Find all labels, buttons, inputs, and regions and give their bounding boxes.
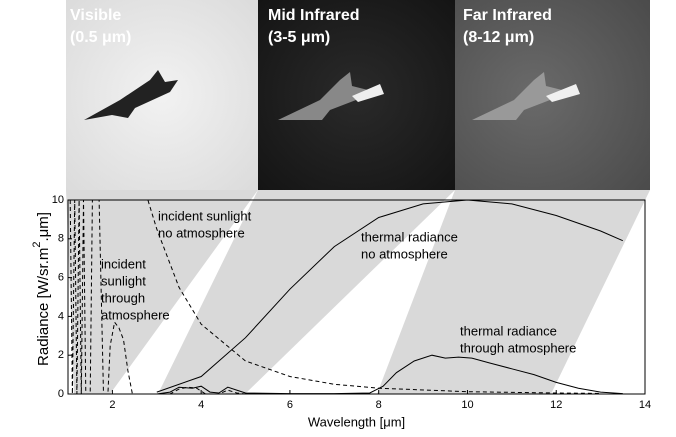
x-tick-label: 12 — [550, 399, 562, 411]
annotation: thermal radiance — [361, 229, 458, 244]
annotation: incident — [101, 256, 146, 271]
band-shading — [66, 190, 650, 394]
figure: Visible (0.5 μm) Mid Infrared (3-5 μm) Far I… — [0, 0, 676, 437]
y-tick-label: 2 — [58, 349, 64, 361]
y-label-text: .μm] — [35, 212, 52, 241]
panel-label: (8-12 μm) — [463, 29, 534, 46]
annotation: thermal radiance — [460, 323, 557, 338]
panel-label: (3-5 μm) — [268, 29, 330, 46]
panel-label: (0.5 μm) — [70, 29, 131, 46]
annotation: through atmosphere — [460, 340, 576, 355]
y-tick-label: 4 — [58, 310, 64, 322]
image-panels — [66, 0, 650, 190]
annotation: no atmosphere — [361, 246, 448, 261]
x-axis-label: Wavelength [μm] — [308, 414, 405, 429]
y-tick-label: 8 — [58, 233, 64, 245]
y-tick-label: 0 — [58, 388, 64, 400]
y-tick-label: 10 — [52, 194, 64, 206]
panel-label: Mid Infrared — [268, 7, 360, 24]
annotation: through — [101, 290, 145, 305]
page: {"chart_data": {"type": "line", "panels"… — [0, 0, 676, 437]
y-label-text: Radiance [W/sr.m — [35, 248, 52, 366]
panel-label: Visible — [70, 7, 121, 24]
x-tick-label: 2 — [109, 399, 115, 411]
x-tick-label: 10 — [461, 399, 473, 411]
annotation: no atmosphere — [158, 225, 245, 240]
annotation: sunlight — [101, 273, 146, 288]
annotation: incident sunlight — [158, 208, 252, 223]
x-tick-label: 14 — [639, 399, 651, 411]
x-tick-label: 6 — [287, 399, 293, 411]
y-axis-label: Radiance [W/sr.m2.μm] — [31, 212, 52, 366]
y-tick-label: 6 — [58, 272, 64, 284]
x-tick-label: 4 — [198, 399, 204, 411]
annotation: atmosphere — [101, 307, 170, 322]
panel-label: Far Infrared — [463, 7, 552, 24]
x-tick-label: 8 — [376, 399, 382, 411]
